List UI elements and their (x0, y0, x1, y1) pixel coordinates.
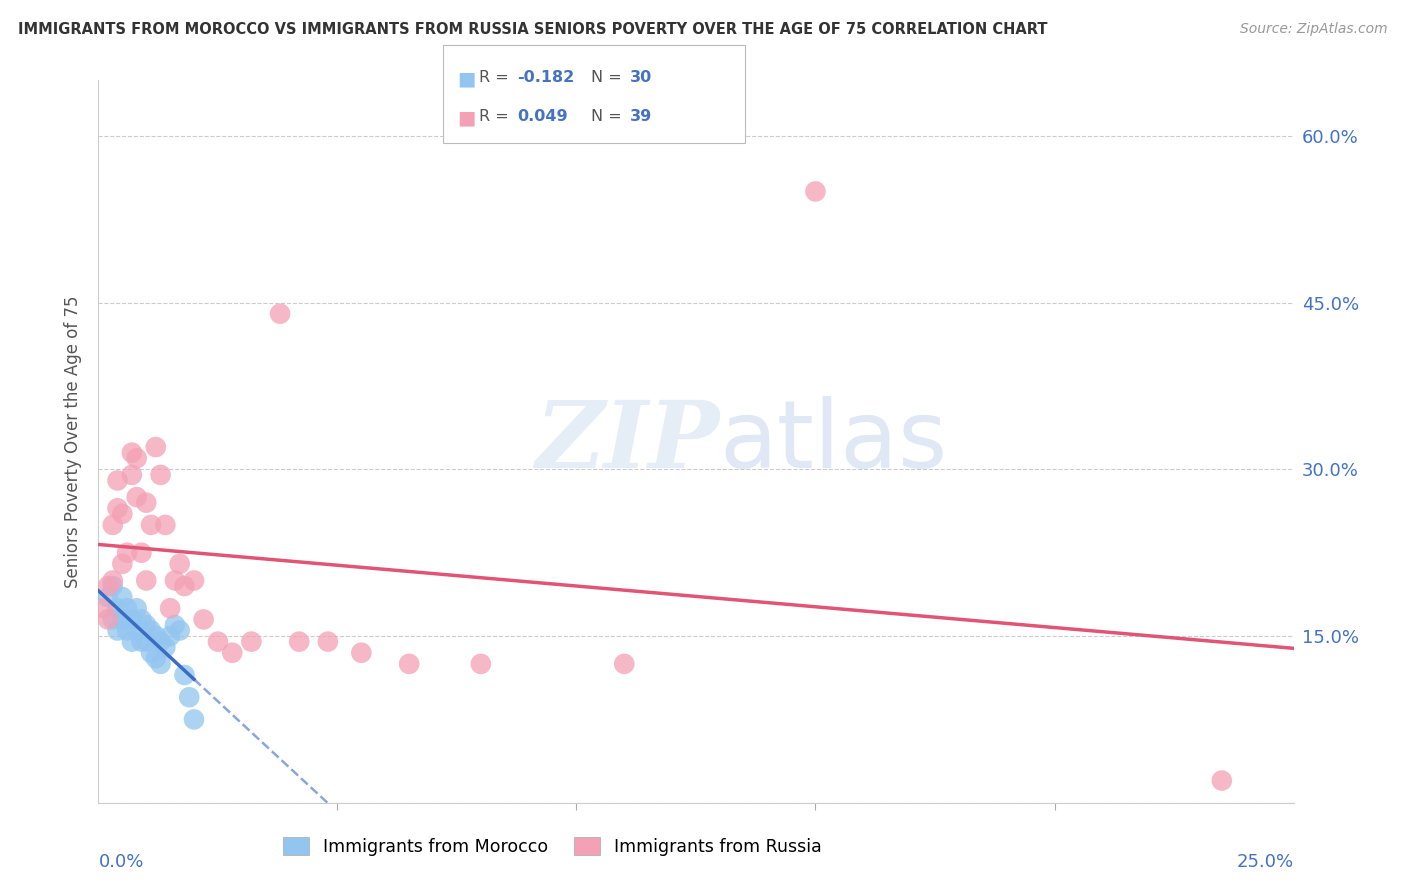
Point (115, 601, 138, 615)
Point (91, 601, 114, 615)
Legend: Immigrants from Morocco, Immigrants from Russia: Immigrants from Morocco, Immigrants from… (276, 830, 830, 863)
Point (163, 618, 186, 632)
Text: ■: ■ (457, 70, 475, 88)
Point (125, 624, 148, 638)
Point (125, 451, 148, 466)
Point (159, 601, 181, 615)
Point (121, 445, 143, 459)
Point (139, 517, 162, 532)
Point (398, 657, 420, 671)
Text: ZIP: ZIP (536, 397, 720, 486)
Point (111, 557, 134, 571)
Point (107, 474, 129, 488)
Text: 25.0%: 25.0% (1236, 854, 1294, 871)
Point (101, 579, 124, 593)
Point (179, 690, 201, 705)
Point (288, 634, 311, 648)
Text: IMMIGRANTS FROM MOROCCO VS IMMIGRANTS FROM RUSSIA SENIORS POVERTY OVER THE AGE O: IMMIGRANTS FROM MOROCCO VS IMMIGRANTS FR… (18, 22, 1047, 37)
Point (107, 601, 129, 615)
Point (173, 579, 195, 593)
Text: 39: 39 (630, 109, 652, 124)
Point (135, 574, 157, 588)
Point (111, 507, 134, 521)
Point (173, 668, 195, 682)
Point (101, 574, 124, 588)
Point (131, 546, 153, 560)
Point (350, 646, 373, 660)
Point (240, 634, 263, 648)
Text: -0.182: -0.182 (517, 70, 575, 85)
Point (111, 612, 134, 626)
Point (107, 624, 129, 638)
Point (135, 618, 157, 632)
Point (1211, 773, 1233, 788)
Point (125, 601, 148, 615)
Point (183, 713, 205, 727)
Point (97, 579, 120, 593)
Point (145, 651, 167, 665)
Y-axis label: Seniors Poverty Over the Age of 75: Seniors Poverty Over the Age of 75 (65, 295, 83, 588)
Text: Source: ZipAtlas.com: Source: ZipAtlas.com (1240, 22, 1388, 37)
Text: atlas: atlas (720, 395, 948, 488)
Text: N =: N = (591, 70, 627, 85)
Point (121, 634, 143, 648)
Point (613, 657, 636, 671)
Point (145, 629, 167, 643)
Text: 0.0%: 0.0% (98, 854, 143, 871)
Point (183, 574, 205, 588)
Point (131, 612, 153, 626)
Text: R =: R = (479, 70, 515, 85)
Point (169, 624, 191, 638)
Point (145, 440, 167, 454)
Point (115, 546, 138, 560)
Point (139, 624, 162, 638)
Text: R =: R = (479, 109, 515, 124)
Point (97, 612, 120, 626)
Point (149, 467, 172, 482)
Point (115, 624, 138, 638)
Text: ■: ■ (457, 109, 475, 128)
Point (163, 574, 186, 588)
Point (101, 612, 124, 626)
Point (221, 646, 243, 660)
Point (121, 612, 143, 626)
Point (125, 490, 148, 504)
Point (149, 634, 172, 648)
Text: 0.049: 0.049 (517, 109, 568, 124)
Point (139, 646, 162, 660)
Point (149, 657, 172, 671)
Text: N =: N = (591, 109, 627, 124)
Point (269, 307, 291, 321)
Text: 30: 30 (630, 70, 652, 85)
Point (316, 634, 339, 648)
Point (169, 557, 191, 571)
Point (155, 517, 177, 532)
Point (804, 185, 827, 199)
Point (470, 657, 492, 671)
Point (193, 612, 215, 626)
Point (135, 634, 157, 648)
Point (207, 634, 229, 648)
Point (107, 501, 129, 516)
Point (131, 634, 153, 648)
Point (155, 640, 177, 655)
Point (97, 590, 120, 604)
Point (135, 496, 157, 510)
Point (121, 467, 143, 482)
Point (101, 517, 124, 532)
Point (159, 629, 181, 643)
Point (111, 590, 134, 604)
